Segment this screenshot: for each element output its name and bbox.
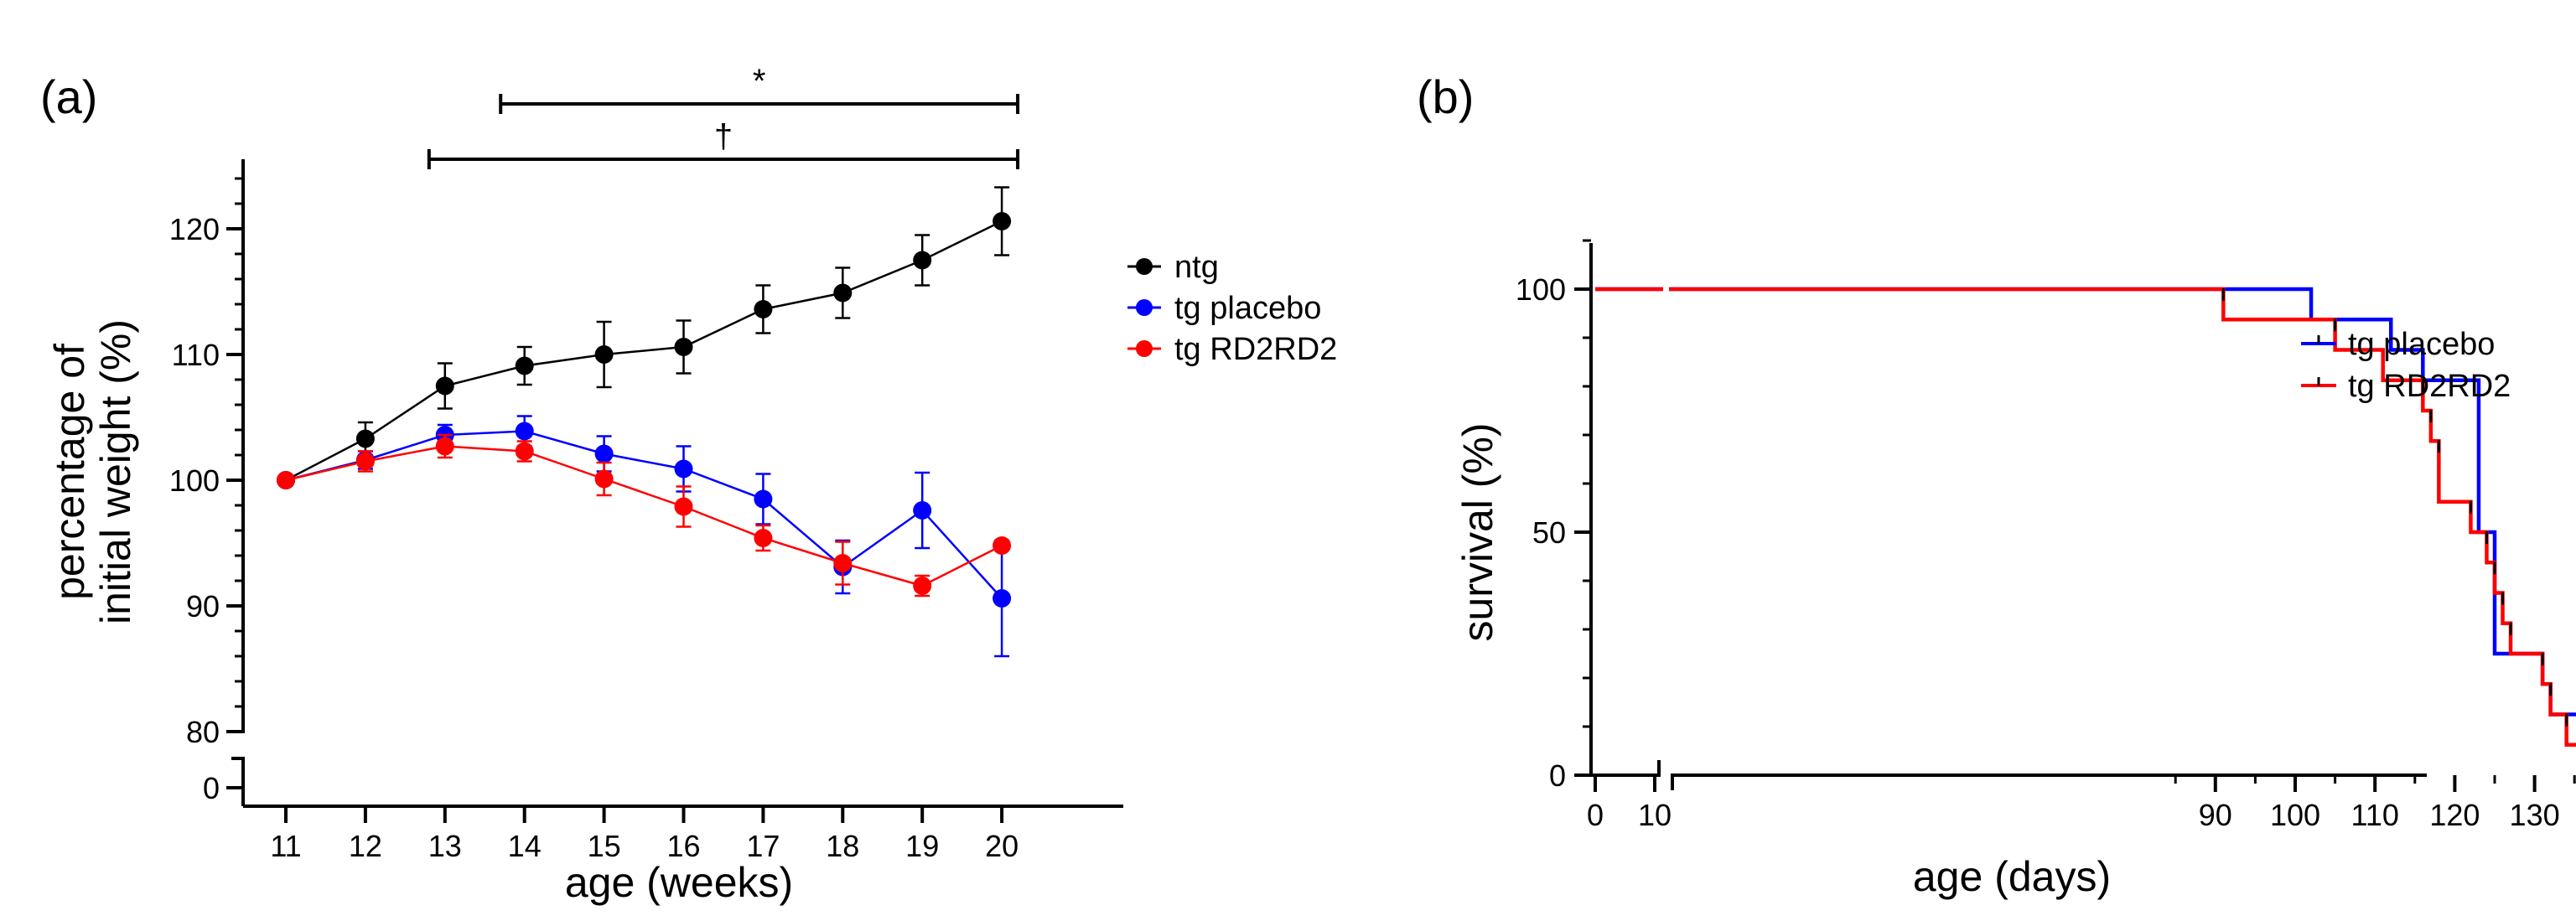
data-point: [674, 459, 693, 479]
axes: 80 90 100 110 120 0 11 12 13 14 15 16 17 18 19 20: [169, 159, 1123, 863]
y-tick-label: 110: [172, 338, 220, 372]
y-axis-title: percentage of initial weight (%): [46, 319, 139, 624]
data-point: [993, 536, 1012, 555]
x-tick-label: 13: [428, 829, 462, 863]
x-axis-title: age (weeks): [565, 859, 793, 906]
x-tick-label: 14: [508, 829, 542, 863]
data-point: [594, 469, 614, 489]
panel-a-label: (a): [40, 70, 97, 123]
data-point: [674, 338, 693, 356]
data-point: [515, 442, 534, 461]
panel-a: (a) *† percentage of initial weight (%) …: [40, 63, 1337, 906]
legend-label: tg RD2RD2: [1174, 332, 1337, 367]
significance-symbol: †: [714, 118, 733, 155]
y-tick-label: 80: [186, 715, 220, 749]
data-series: [1595, 284, 2576, 747]
data-point: [754, 300, 773, 318]
data-point: [355, 429, 375, 448]
data-point: [355, 452, 375, 471]
series-tg-placebo: [277, 415, 1012, 658]
legend-label: ntg: [1174, 250, 1219, 285]
legend-swatch-marker: [1136, 340, 1153, 357]
x-tick-label: 17: [746, 829, 780, 863]
x-tick-label: 12: [349, 829, 382, 863]
legend-label: tg placebo: [2348, 327, 2495, 362]
data-point: [913, 251, 932, 270]
y-tick-label: 120: [169, 212, 220, 246]
data-series: [277, 186, 1012, 658]
x-tick-label: 120: [2429, 798, 2480, 832]
x-tick-label: 20: [985, 829, 1018, 863]
x-tick-label: 10: [1638, 798, 1672, 832]
x-tick-label: 15: [588, 829, 621, 863]
panel-b-label: (b): [1417, 70, 1474, 123]
series-line: [285, 220, 1003, 482]
legend-swatch-marker: [1136, 299, 1153, 316]
y-tick-label: 50: [1532, 515, 1566, 550]
data-point: [515, 356, 534, 375]
x-tick-label: 18: [826, 829, 859, 863]
series-ntg: [277, 186, 1012, 489]
legend-swatch-marker: [1136, 258, 1153, 275]
x-tick-label: 11: [270, 829, 301, 863]
significance-symbol: *: [753, 63, 766, 100]
x-tick-label: 90: [2199, 798, 2232, 832]
x-axis-title: age (days): [1913, 853, 2111, 900]
axes: 05010001090100110120130140: [1516, 239, 2576, 832]
data-point: [754, 489, 773, 509]
survival-curve: [1595, 287, 2576, 747]
y-tick-label: 90: [186, 589, 220, 623]
legend-label: tg RD2RD2: [2348, 369, 2511, 404]
series-tg-rd2rd2: [1595, 287, 2576, 747]
data-point: [913, 501, 932, 520]
legend: tg placebo tg RD2RD2: [2301, 327, 2511, 404]
data-point: [435, 437, 454, 456]
y-tick-label: 100: [169, 463, 220, 498]
series-tg-rd2rd2: [277, 433, 1012, 598]
series-line: [285, 430, 1003, 599]
y-tick-label: 100: [1516, 272, 1566, 307]
legend-label: tg placebo: [1174, 291, 1321, 326]
series-tg-placebo: [1595, 287, 2576, 717]
significance-brackets: *†: [427, 63, 1020, 169]
data-point: [754, 529, 773, 547]
x-tick-label: 0: [1587, 798, 1604, 832]
series-line: [285, 445, 1003, 587]
data-point: [435, 376, 454, 396]
y-axis-title: survival (%): [1454, 422, 1501, 641]
survival-curve: [1595, 287, 2576, 717]
y-tick-label: 0: [203, 771, 220, 805]
axis-break-gap: [1663, 284, 1669, 294]
x-tick-label: 19: [905, 829, 939, 863]
x-tick-label: 100: [2270, 798, 2320, 832]
data-point: [515, 422, 534, 441]
legend: ntg tg placebo tg RD2RD2: [1127, 250, 1337, 367]
x-tick-label: 16: [666, 829, 700, 863]
y-axis-title-line-2: initial weight (%): [92, 319, 139, 624]
data-point: [993, 589, 1012, 608]
panel-b: (b) survival (%) 0 50 100 0 10 90 100 110 120 130…: [1417, 70, 2576, 900]
y-tick-label: 0: [1549, 758, 1566, 793]
x-tick-label: 110: [2351, 798, 2398, 832]
x-tick-label: 130: [2510, 798, 2560, 832]
y-axis-title-line-1: percentage of: [46, 344, 93, 600]
data-point: [993, 212, 1012, 230]
data-point: [594, 345, 614, 364]
data-point: [277, 471, 295, 489]
data-point: [913, 577, 932, 595]
data-point: [833, 283, 853, 303]
data-point: [833, 554, 853, 572]
data-point: [674, 497, 693, 516]
data-point: [594, 444, 614, 463]
